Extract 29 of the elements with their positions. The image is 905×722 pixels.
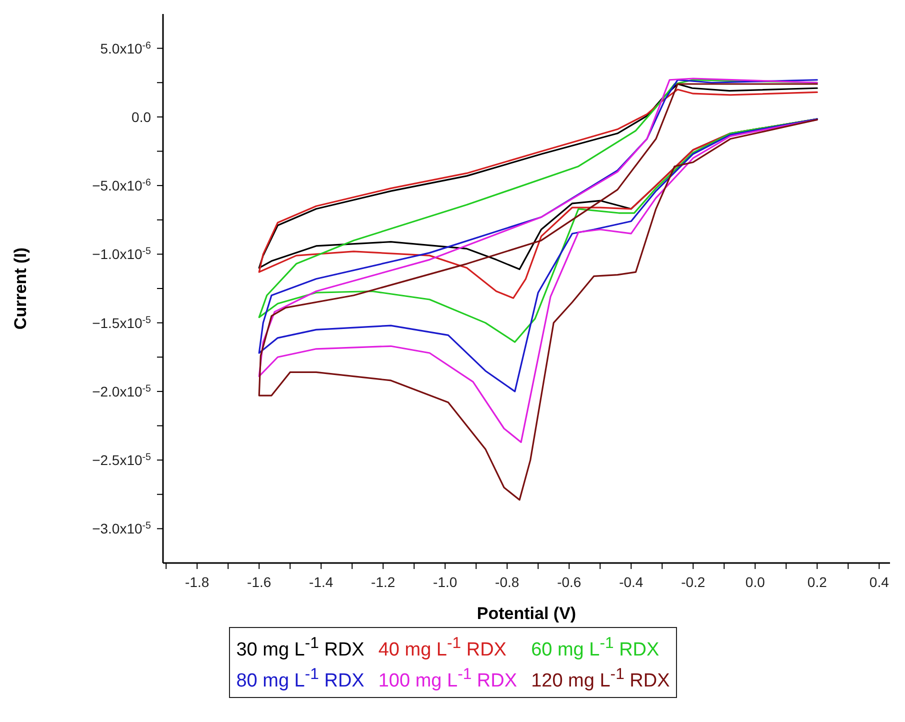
text: 60 mg L$^{-1}$ RDX bbox=[531, 634, 660, 662]
text: 40 mg L$^{-1}$ RDX bbox=[378, 634, 508, 662]
x-tick-label: -1.6 bbox=[247, 574, 272, 590]
text: 80 mg L$^{-1}$ RDX bbox=[236, 665, 364, 694]
x-tick-label: -0.2 bbox=[681, 574, 706, 590]
y-tick-label: 5.0x10$^{-6}$ bbox=[100, 40, 152, 56]
y-tick-label: −5.0x10$^{-6}$ bbox=[92, 177, 152, 194]
y-tick-label: −1.0x10$^{-5}$ bbox=[92, 246, 152, 262]
x-tick-label: -1.8 bbox=[185, 574, 210, 590]
text: 120 mg L$^{-1}$ RDX bbox=[531, 665, 670, 694]
x-axis-title: Potential (V) bbox=[476, 604, 576, 623]
x-tick-label: -0.4 bbox=[619, 574, 644, 590]
y-tick-label: −3.0x10$^{-5}$ bbox=[92, 520, 152, 537]
y-tick-label: 0.0 bbox=[132, 108, 152, 125]
y-tick-label: −2.5x10$^{-5}$ bbox=[92, 452, 152, 468]
x-tick-label: -0.6 bbox=[557, 574, 582, 590]
x-tick-label: 0.0 bbox=[745, 574, 766, 590]
x-tick-label: -1.2 bbox=[371, 574, 396, 590]
y-tick-label: −2.0x10$^{-5}$ bbox=[92, 382, 152, 400]
x-tick-label: -1.0 bbox=[433, 574, 458, 590]
x-tick-label: -1.4 bbox=[309, 574, 334, 590]
x-tick-label: 0.2 bbox=[807, 574, 828, 590]
x-tick-label: 0.4 bbox=[869, 574, 890, 590]
y-axis-title: Current (I) bbox=[11, 247, 30, 330]
text: 100 mg L$^{-1}$ RDX bbox=[378, 665, 518, 694]
y-tick-label: −1.5x10$^{-5}$ bbox=[92, 314, 152, 331]
line-series bbox=[258, 88, 818, 299]
x-tick-label: -0.8 bbox=[495, 574, 520, 590]
text: 30 mg L$^{-1}$ RDX bbox=[236, 634, 364, 662]
